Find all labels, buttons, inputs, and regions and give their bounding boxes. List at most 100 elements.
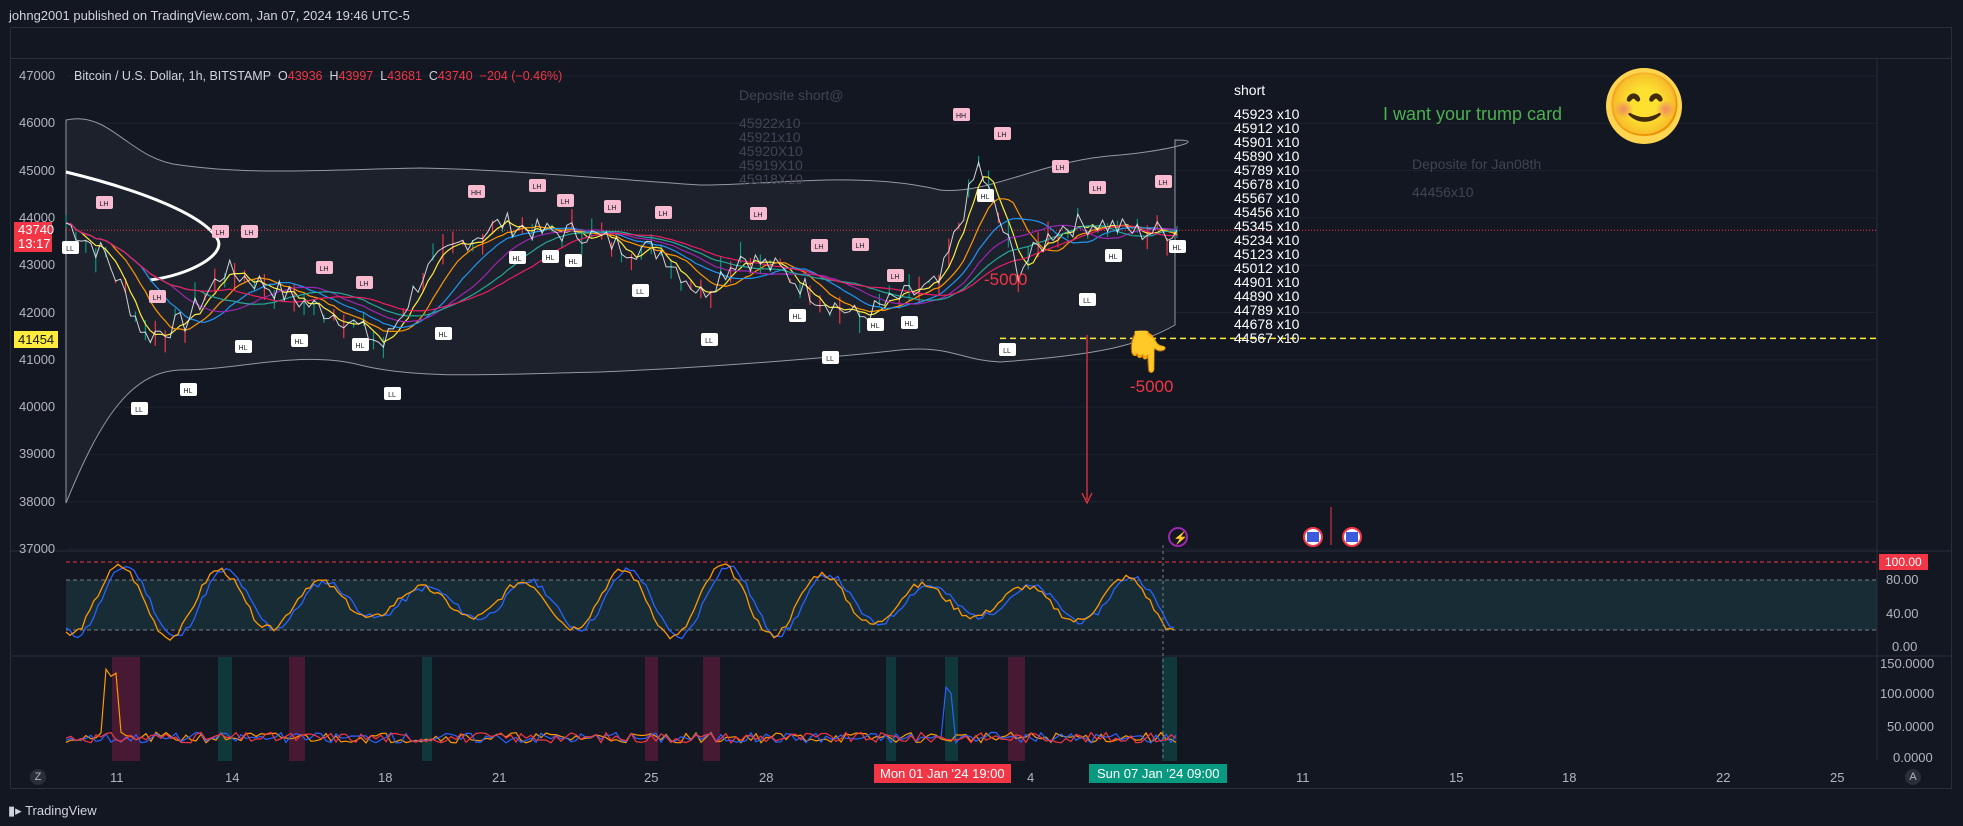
vol-label-100: 100.0000 bbox=[1880, 686, 1935, 701]
pivot-label[interactable]: LH bbox=[1155, 175, 1172, 188]
pivot-label[interactable]: LH bbox=[655, 206, 672, 219]
pivot-label[interactable]: HL bbox=[235, 340, 252, 353]
pivot-label[interactable]: LH bbox=[1089, 181, 1106, 194]
deposit-jan-title[interactable]: Deposite for Jan08th bbox=[1412, 156, 1542, 172]
loss-note-2[interactable]: -5000 bbox=[1130, 377, 1174, 396]
pivot-label[interactable]: HL bbox=[352, 338, 369, 351]
pivot-label[interactable]: LH bbox=[887, 269, 904, 282]
pivot-label[interactable]: HL bbox=[509, 251, 526, 264]
footer: ▮▸ TradingView bbox=[0, 795, 1963, 826]
short-order-list[interactable]: short 45923 x10 45912 x10 45901 x10 45890 x… bbox=[1234, 83, 1299, 345]
svg-text:HL: HL bbox=[569, 259, 578, 266]
tradingview-logo[interactable]: ▮▸ TradingView bbox=[8, 803, 97, 818]
close-value: 43740 bbox=[437, 69, 473, 83]
svg-text:LH: LH bbox=[608, 205, 617, 212]
indicator-line bbox=[65, 685, 1177, 745]
svg-text:LH: LH bbox=[360, 281, 369, 288]
symbol-title[interactable]: Bitcoin / U.S. Dollar, 1h, BITSTAMP bbox=[74, 69, 272, 83]
svg-text:LH: LH bbox=[815, 244, 824, 251]
pivot-label[interactable]: LH bbox=[96, 196, 113, 209]
smiley-emoji[interactable]: 😊 bbox=[1606, 68, 1682, 144]
pivot-label[interactable]: LH bbox=[316, 261, 333, 274]
pivot-label[interactable]: HL bbox=[542, 250, 559, 263]
time-scale-z-button[interactable]: Z bbox=[30, 769, 46, 785]
deposit-jan-value[interactable]: 44456x10 bbox=[1412, 184, 1474, 200]
pivot-label[interactable]: HL bbox=[789, 309, 806, 322]
svg-text:LH: LH bbox=[561, 199, 570, 206]
time-tick-label: 25 bbox=[644, 770, 659, 785]
osc-band-fill bbox=[66, 580, 1877, 630]
signal-band bbox=[218, 657, 232, 761]
pivot-label[interactable]: HL bbox=[180, 383, 197, 396]
pivot-label[interactable]: LH bbox=[750, 207, 767, 220]
price-tick-label: 42000 bbox=[19, 304, 56, 320]
deposit-short-item: 45921x10 bbox=[739, 129, 801, 145]
pivot-label[interactable]: LL bbox=[822, 351, 839, 364]
time-tick-label: 18 bbox=[378, 770, 393, 785]
pivot-label[interactable]: LL bbox=[384, 387, 401, 400]
signal-band bbox=[945, 657, 958, 761]
moving-average-line bbox=[65, 222, 1178, 312]
pivot-label[interactable]: LH bbox=[529, 179, 546, 192]
pivot-label[interactable]: HL bbox=[1169, 240, 1186, 253]
svg-text:LH: LH bbox=[754, 212, 763, 219]
time-tick-label: 15 bbox=[1449, 770, 1464, 785]
pivot-label[interactable]: HL bbox=[977, 189, 994, 202]
svg-text:LH: LH bbox=[1159, 180, 1168, 187]
signal-band bbox=[1008, 657, 1025, 761]
pivot-label[interactable]: LH bbox=[852, 238, 869, 251]
pivot-label[interactable]: LL bbox=[62, 241, 79, 254]
time-tick-label: 25 bbox=[1830, 770, 1845, 785]
pivot-label[interactable]: LH bbox=[811, 239, 828, 252]
pivot-label[interactable]: LL bbox=[632, 284, 649, 297]
publish-header: johng2001 published on TradingView.com, … bbox=[0, 0, 1963, 26]
svg-text:LH: LH bbox=[891, 274, 900, 281]
short-item: 45890 x10 bbox=[1234, 148, 1300, 164]
short-item: 45345 x10 bbox=[1234, 218, 1300, 234]
us-flag-event-icon[interactable] bbox=[1303, 527, 1323, 547]
short-item: 45789 x10 bbox=[1234, 162, 1300, 178]
pivot-label[interactable]: LL bbox=[701, 333, 718, 346]
short-item: 45123 x10 bbox=[1234, 246, 1300, 262]
pivot-label[interactable]: HL bbox=[435, 327, 452, 340]
pivot-label[interactable]: LH bbox=[1052, 160, 1069, 173]
pivot-label[interactable]: LL bbox=[999, 343, 1016, 356]
price-tick-label: 47000 bbox=[19, 68, 56, 83]
pivot-label[interactable]: HL bbox=[291, 334, 308, 347]
target-arrow[interactable] bbox=[1081, 335, 1093, 505]
trump-note[interactable]: I want your trump card bbox=[1383, 104, 1563, 124]
svg-text:LL: LL bbox=[705, 338, 713, 345]
pivot-label[interactable]: LL bbox=[1079, 293, 1096, 306]
pivot-label[interactable]: LL bbox=[131, 402, 148, 415]
pivot-label[interactable]: LH bbox=[994, 127, 1011, 140]
change-value: −204 (−0.46%) bbox=[479, 69, 563, 83]
pointing-hand-emoji[interactable]: 👇 bbox=[1122, 330, 1172, 374]
pivot-label[interactable]: HL bbox=[901, 316, 918, 329]
stochastic-line bbox=[65, 563, 1175, 642]
pivot-label[interactable]: LH bbox=[356, 276, 373, 289]
deposit-short-list[interactable]: 45922x10 45921x10 45920X10 45919X10 4591… bbox=[739, 116, 803, 186]
pivot-label[interactable]: HH bbox=[468, 185, 485, 198]
stochastic-line bbox=[65, 565, 1175, 640]
auto-scale-button[interactable]: A bbox=[1905, 769, 1921, 785]
low-label: L bbox=[380, 69, 388, 83]
pivot-label[interactable]: HL bbox=[1105, 249, 1122, 262]
us-flag-event-icon-2[interactable] bbox=[1342, 527, 1362, 547]
pivot-label[interactable]: LH bbox=[557, 194, 574, 207]
pivot-label[interactable]: LH bbox=[604, 200, 621, 213]
pivot-label[interactable]: LH bbox=[149, 290, 166, 303]
svg-text:LH: LH bbox=[100, 201, 109, 208]
publisher-text: johng2001 published on TradingView.com, … bbox=[9, 8, 410, 23]
pivot-label[interactable]: HL bbox=[867, 318, 884, 331]
deposit-short-title[interactable]: Deposite short@ bbox=[739, 87, 844, 103]
vol-label-0: 0.0000 bbox=[1893, 750, 1933, 765]
svg-text:HL: HL bbox=[793, 314, 802, 321]
pivot-label[interactable]: LH bbox=[212, 225, 229, 238]
loss-note-1[interactable]: -5000 bbox=[984, 270, 1028, 289]
pivot-label[interactable]: HL bbox=[565, 254, 582, 267]
price-tick-label: 38000 bbox=[19, 493, 56, 509]
pivot-label[interactable]: HH bbox=[953, 108, 970, 121]
pivot-label[interactable]: LH bbox=[241, 225, 258, 238]
flash-event-icon[interactable]: ⚡ bbox=[1168, 527, 1188, 547]
